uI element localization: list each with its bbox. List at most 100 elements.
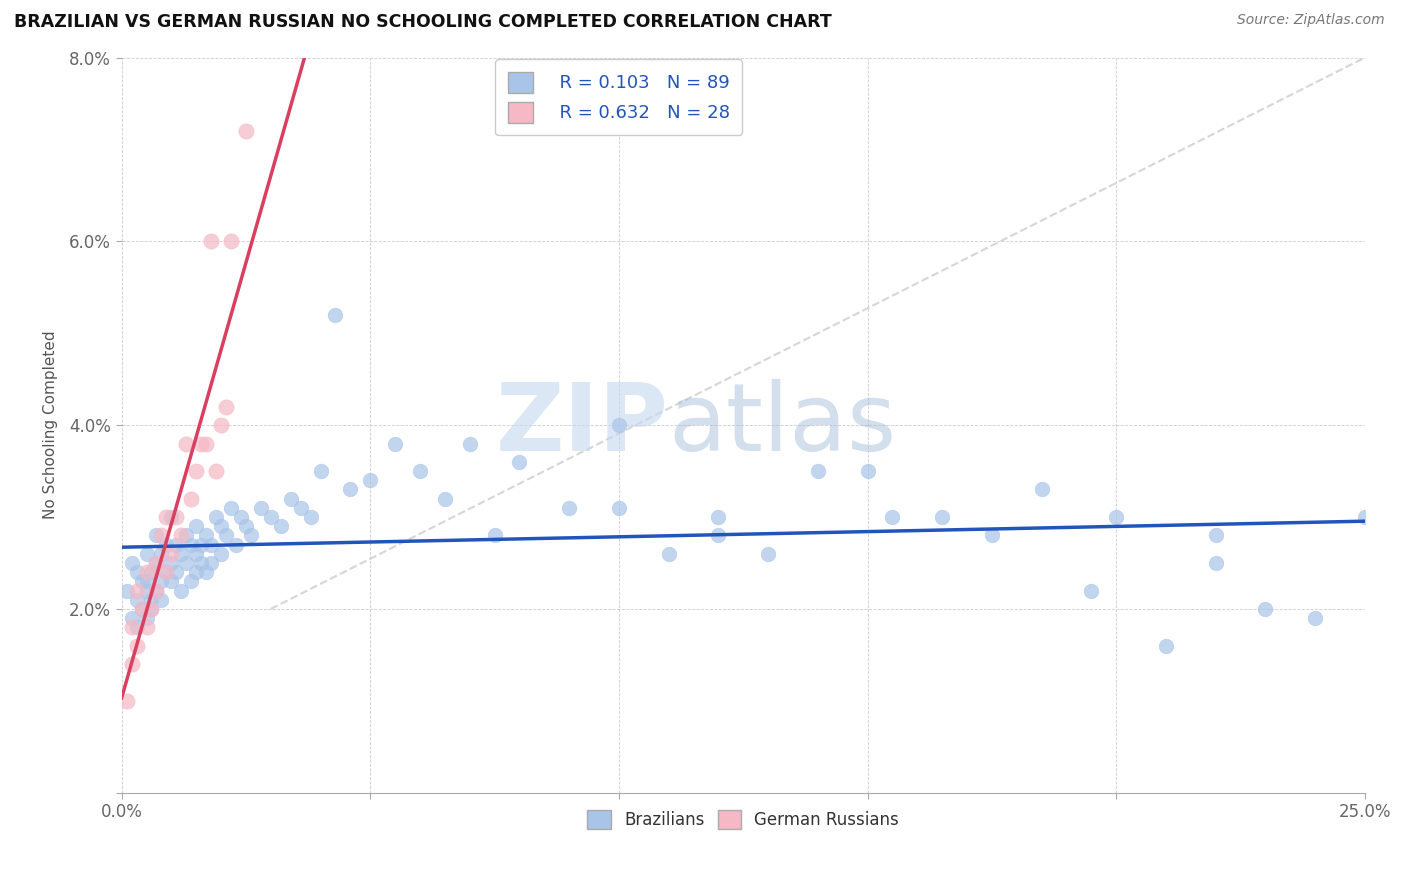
Point <box>856 464 879 478</box>
Point <box>195 436 218 450</box>
Point <box>125 565 148 579</box>
Point <box>135 565 157 579</box>
Point <box>125 639 148 653</box>
Point <box>200 556 222 570</box>
Point <box>280 491 302 506</box>
Point <box>607 500 630 515</box>
Point <box>219 500 242 515</box>
Point <box>131 602 153 616</box>
Point <box>229 510 252 524</box>
Point <box>141 602 163 616</box>
Point <box>145 583 167 598</box>
Point <box>131 602 153 616</box>
Point <box>180 491 202 506</box>
Point <box>707 528 730 542</box>
Point <box>225 538 247 552</box>
Point <box>235 519 257 533</box>
Point <box>1205 528 1227 542</box>
Point <box>155 565 177 579</box>
Point <box>270 519 292 533</box>
Point <box>150 547 173 561</box>
Point <box>165 538 187 552</box>
Point <box>1254 602 1277 616</box>
Point <box>150 574 173 589</box>
Legend: Brazilians, German Russians: Brazilians, German Russians <box>581 803 905 836</box>
Point <box>174 528 197 542</box>
Point <box>174 556 197 570</box>
Point <box>190 538 212 552</box>
Point <box>1080 583 1102 598</box>
Point <box>165 565 187 579</box>
Point <box>433 491 456 506</box>
Point <box>121 657 143 671</box>
Point <box>508 455 530 469</box>
Y-axis label: No Schooling Completed: No Schooling Completed <box>44 331 58 519</box>
Point <box>195 565 218 579</box>
Point <box>484 528 506 542</box>
Point <box>209 547 232 561</box>
Point <box>195 528 218 542</box>
Point <box>145 583 167 598</box>
Point <box>186 464 208 478</box>
Point <box>186 547 208 561</box>
Point <box>160 510 183 524</box>
Point <box>145 556 167 570</box>
Point <box>1105 510 1128 524</box>
Point <box>205 510 228 524</box>
Point <box>121 556 143 570</box>
Point <box>250 500 273 515</box>
Point <box>135 611 157 625</box>
Point <box>215 400 238 414</box>
Point <box>215 528 238 542</box>
Point <box>141 602 163 616</box>
Text: ZIP: ZIP <box>496 379 669 471</box>
Point <box>1031 483 1053 497</box>
Point <box>180 538 202 552</box>
Point <box>186 565 208 579</box>
Point <box>141 592 163 607</box>
Point <box>155 538 177 552</box>
Point <box>121 620 143 634</box>
Point <box>170 547 193 561</box>
Point <box>160 556 183 570</box>
Point <box>290 500 312 515</box>
Point <box>170 528 193 542</box>
Point <box>235 124 257 138</box>
Point <box>1354 510 1376 524</box>
Point <box>1154 639 1177 653</box>
Point <box>1303 611 1326 625</box>
Point <box>658 547 681 561</box>
Point <box>125 592 148 607</box>
Point <box>160 547 183 561</box>
Point <box>180 574 202 589</box>
Point <box>299 510 322 524</box>
Point <box>931 510 953 524</box>
Point <box>135 547 157 561</box>
Point <box>135 620 157 634</box>
Point <box>339 483 361 497</box>
Point <box>409 464 432 478</box>
Point <box>756 547 779 561</box>
Point <box>190 436 212 450</box>
Point <box>135 574 157 589</box>
Point <box>125 583 148 598</box>
Point <box>882 510 904 524</box>
Point <box>209 519 232 533</box>
Point <box>115 694 138 708</box>
Point <box>115 583 138 598</box>
Point <box>165 510 187 524</box>
Point <box>219 235 242 249</box>
Point <box>145 528 167 542</box>
Point <box>145 556 167 570</box>
Point <box>359 473 381 487</box>
Point <box>170 583 193 598</box>
Point <box>200 235 222 249</box>
Point <box>186 519 208 533</box>
Point <box>458 436 481 450</box>
Point <box>607 418 630 433</box>
Point <box>209 418 232 433</box>
Point <box>150 592 173 607</box>
Point <box>135 583 157 598</box>
Point <box>200 538 222 552</box>
Point <box>190 556 212 570</box>
